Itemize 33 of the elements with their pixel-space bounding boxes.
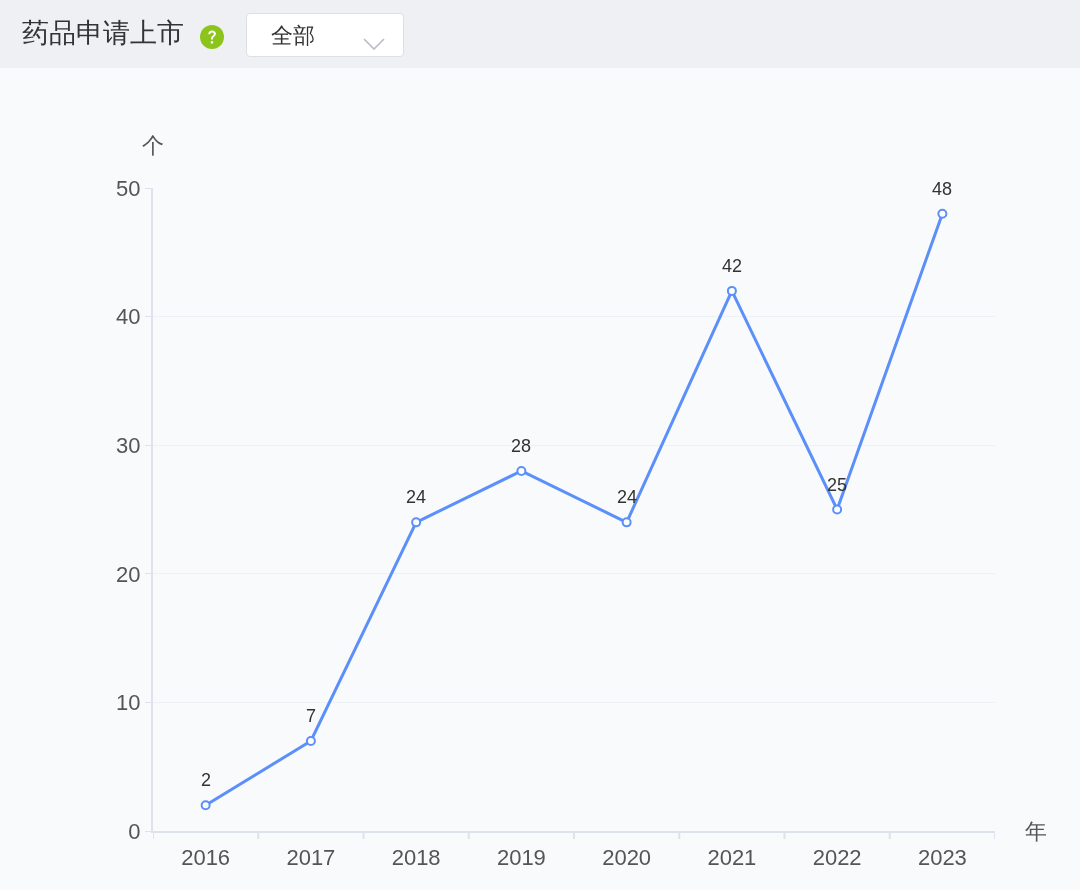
x-tick-label: 2020 [602, 845, 652, 871]
x-tick-label: 2018 [391, 845, 441, 871]
data-label: 24 [617, 487, 638, 507]
x-tick-label: 2016 [181, 845, 231, 871]
y-axis-title: 个 [142, 133, 164, 158]
y-tick-label: 40 [116, 304, 141, 330]
x-tick-label: 2017 [286, 845, 336, 871]
x-tick-label: 2022 [812, 845, 862, 871]
y-tick-label: 30 [116, 432, 141, 458]
point [516, 465, 527, 476]
x-tick-label: 2021 [707, 845, 757, 871]
data-label: 28 [511, 436, 532, 456]
point [621, 517, 632, 528]
data-label: 7 [306, 706, 317, 726]
y-tick-label: 20 [116, 561, 141, 587]
point [305, 735, 316, 746]
point [832, 504, 843, 515]
data-label: 48 [932, 179, 953, 199]
x-tick-label: 2019 [496, 845, 546, 871]
point [411, 517, 422, 528]
dropdown: 全部 [246, 13, 404, 57]
y-tick-label: 10 [116, 690, 141, 716]
data-label: 24 [406, 487, 427, 507]
point [726, 285, 737, 296]
x-tick-label: 2023 [917, 845, 967, 871]
point [937, 208, 948, 219]
x-axis-title: 年 [1025, 819, 1047, 844]
data-label: 2 [201, 770, 212, 790]
y-tick-label: 0 [128, 818, 141, 844]
point [200, 800, 211, 811]
data-label: 42 [722, 256, 743, 276]
y-tick-label: 50 [116, 175, 141, 201]
chart-title: 药品申请上市 [22, 17, 184, 50]
